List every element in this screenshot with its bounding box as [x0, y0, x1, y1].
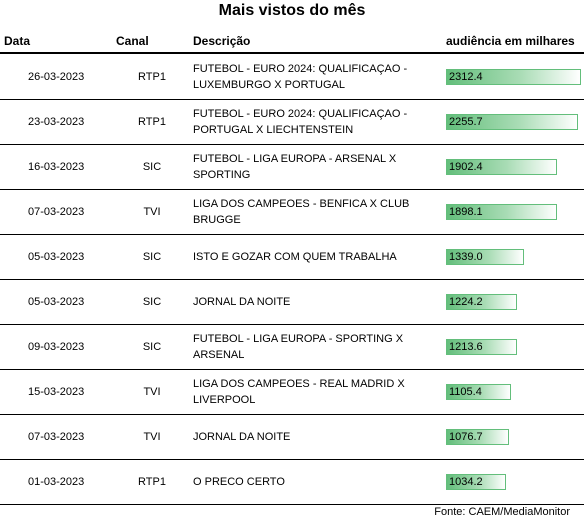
row-audience-cell: 1898.1 [446, 189, 582, 234]
table-row: 16-03-2023 SIC FUTEBOL - LIGA EUROPA - ARS… [0, 144, 584, 190]
audience-value-label: 1034.2 [449, 475, 483, 488]
table-row: 05-03-2023 SIC JORNAL DA NOITE 1224.2 [0, 279, 584, 325]
table-row: 01-03-2023 RTP1 O PRECO CERTO 1034.2 [0, 459, 584, 505]
row-date: 01-03-2023 [28, 475, 85, 488]
header-audiencia: audiência em milhares [446, 34, 575, 48]
row-date: 05-03-2023 [28, 295, 85, 308]
row-date: 26-03-2023 [28, 70, 85, 83]
audience-value-label: 1339.0 [449, 250, 483, 263]
row-description: FUTEBOL - EURO 2024: QUALIFICAÇAO - LUXE… [193, 62, 408, 91]
row-audience-cell: 1902.4 [446, 144, 582, 189]
table-row: 26-03-2023 RTP1 FUTEBOL - EURO 2024: QUALI… [0, 54, 584, 100]
header-data: Data [4, 34, 31, 48]
row-date: 16-03-2023 [28, 160, 85, 173]
audience-value-label: 1076.7 [449, 430, 483, 443]
row-audience-cell: 1339.0 [446, 234, 582, 279]
audience-bar: 1224.2 [446, 293, 517, 310]
row-channel: TVI [143, 385, 161, 398]
audience-bar: 2255.7 [446, 113, 578, 130]
row-channel: SIC [142, 340, 162, 353]
row-description: LIGA DOS CAMPEOES - REAL MADRID X LIVERP… [193, 377, 405, 406]
audience-value-label: 1224.2 [449, 295, 483, 308]
row-date: 07-03-2023 [28, 205, 85, 218]
audience-bar: 1034.2 [446, 473, 506, 490]
row-channel: RTP1 [138, 115, 166, 128]
audience-bar: 2312.4 [446, 68, 581, 85]
table-row: 05-03-2023 SIC ISTO E GOZAR COM QUEM TRABA… [0, 234, 584, 280]
row-channel: TVI [143, 205, 161, 218]
audience-value-label: 1902.4 [449, 160, 483, 173]
row-description: FUTEBOL - LIGA EUROPA - ARSENAL X SPORTI… [193, 152, 397, 181]
row-channel: RTP1 [138, 475, 166, 488]
audience-value-label: 1213.6 [449, 340, 483, 353]
row-audience-cell: 1034.2 [446, 459, 582, 504]
audience-bar: 1902.4 [446, 158, 557, 175]
audience-value-label: 2255.7 [449, 115, 483, 128]
row-channel: SIC [142, 295, 162, 308]
row-audience-cell: 1224.2 [446, 279, 582, 324]
header-divider [0, 52, 584, 54]
audience-bar: 1105.4 [446, 383, 511, 400]
row-channel: SIC [142, 160, 162, 173]
source-note: Fonte: CAEM/MediaMonitor [434, 506, 570, 518]
row-audience-cell: 1105.4 [446, 369, 582, 414]
row-date: 07-03-2023 [28, 430, 85, 443]
row-channel: SIC [142, 250, 162, 263]
audience-bar: 1213.6 [446, 338, 517, 355]
row-description: FUTEBOL - LIGA EUROPA - SPORTING X ARSEN… [193, 332, 404, 361]
row-audience-cell: 1076.7 [446, 414, 582, 459]
row-channel: TVI [143, 430, 161, 443]
table-row: 15-03-2023 TVI LIGA DOS CAMPEOES - REAL MA… [0, 369, 584, 415]
row-audience-cell: 1213.6 [446, 324, 582, 369]
table-row: 07-03-2023 TVI JORNAL DA NOITE 1076.7 [0, 414, 584, 460]
row-description: JORNAL DA NOITE [193, 430, 291, 443]
audience-value-label: 2312.4 [449, 70, 483, 83]
row-date: 15-03-2023 [28, 385, 85, 398]
table-row: 07-03-2023 TVI LIGA DOS CAMPEOES - BENFICA… [0, 189, 584, 235]
audience-value-label: 1898.1 [449, 205, 483, 218]
row-description: FUTEBOL - EURO 2024: QUALIFICAÇAO - PORT… [193, 107, 408, 136]
audience-bar: 1898.1 [446, 203, 557, 220]
header-canal: Canal [116, 34, 149, 48]
row-date: 05-03-2023 [28, 250, 85, 263]
audience-value-label: 1105.4 [449, 385, 482, 398]
row-description: ISTO E GOZAR COM QUEM TRABALHA [193, 250, 397, 263]
table-row: 09-03-2023 SIC FUTEBOL - LIGA EUROPA - SPO… [0, 324, 584, 370]
header-descricao: Descrição [193, 34, 251, 48]
row-audience-cell: 2312.4 [446, 54, 582, 99]
row-date: 23-03-2023 [28, 115, 85, 128]
row-description: JORNAL DA NOITE [193, 295, 291, 308]
audience-bar: 1076.7 [446, 428, 509, 445]
row-date: 09-03-2023 [28, 340, 85, 353]
table-row: 23-03-2023 RTP1 FUTEBOL - EURO 2024: QUALI… [0, 99, 584, 145]
row-description: LIGA DOS CAMPEOES - BENFICA X CLUB BRUGG… [193, 197, 410, 226]
row-audience-cell: 2255.7 [446, 99, 582, 144]
audience-bar: 1339.0 [446, 248, 524, 265]
row-channel: RTP1 [138, 70, 166, 83]
page-title: Mais vistos do mês [218, 2, 366, 19]
row-description: O PRECO CERTO [193, 475, 285, 488]
